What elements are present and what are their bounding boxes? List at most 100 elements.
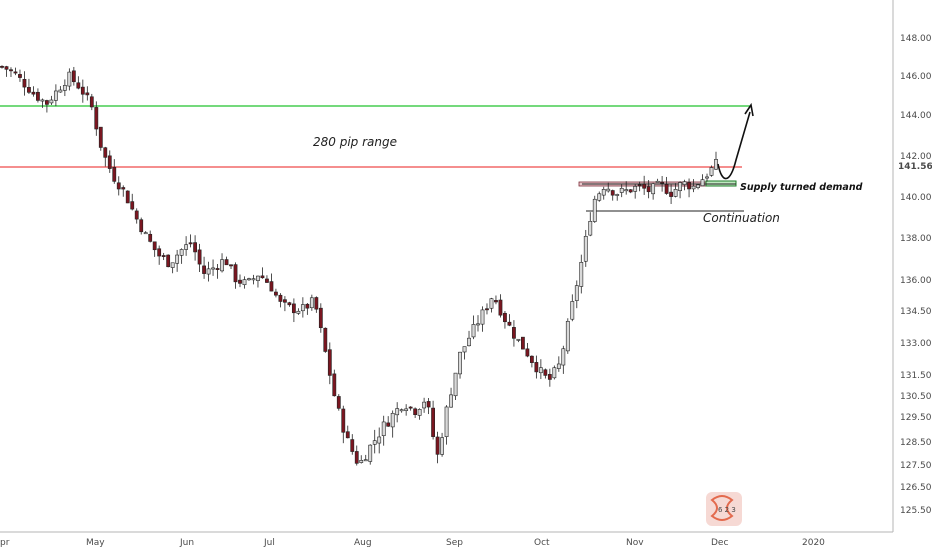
range-label: 280 pip range xyxy=(313,135,397,149)
candle-body xyxy=(408,406,413,409)
forecast-arrow xyxy=(717,111,751,180)
y-tick: 133.000 xyxy=(900,339,932,349)
y-tick: 125.500 xyxy=(900,506,932,516)
candle-body xyxy=(202,265,206,274)
candle-body xyxy=(597,193,602,201)
candle-body xyxy=(444,406,449,437)
candle-body xyxy=(62,85,67,91)
candle-body xyxy=(489,298,494,309)
candle-body xyxy=(485,308,489,311)
candle-body xyxy=(453,372,458,397)
y-tick: 138.000 xyxy=(900,234,932,244)
candle-body xyxy=(633,186,638,192)
candle-body xyxy=(58,89,63,93)
candle-body xyxy=(709,167,714,176)
candle-body xyxy=(588,221,593,236)
x-tick: 2020 xyxy=(802,538,825,548)
candle-body xyxy=(211,267,215,270)
candle-body xyxy=(417,408,422,416)
candle-body xyxy=(700,179,705,187)
candle-body xyxy=(305,303,310,309)
candle-body xyxy=(36,91,40,101)
candle-body xyxy=(184,244,189,250)
candle-body xyxy=(300,304,305,312)
x-tick: May xyxy=(86,538,105,548)
candle-body xyxy=(682,181,687,185)
candle-body xyxy=(233,264,238,283)
candle-body xyxy=(318,307,323,329)
candle-body xyxy=(170,262,175,268)
candle-body xyxy=(130,201,135,210)
candle-body xyxy=(45,100,49,105)
candle-body xyxy=(336,396,341,409)
candle-body xyxy=(386,422,391,427)
candle-body xyxy=(381,421,386,437)
continuation-label: Continuation xyxy=(703,211,780,225)
candle-body xyxy=(462,346,467,353)
candle-body xyxy=(309,297,314,309)
candle-body xyxy=(314,297,319,310)
candle-body xyxy=(260,275,265,279)
x-tick: pr xyxy=(0,538,10,548)
candle-body xyxy=(49,99,54,104)
time-axis: pr May Jun Jul Aug Sep Oct Nov Dec 2020 xyxy=(0,538,825,548)
y-tick: 144.000 xyxy=(900,111,932,121)
candle-body xyxy=(139,219,144,233)
x-tick: Aug xyxy=(354,538,372,548)
candle-body xyxy=(646,186,651,193)
watermark-logo: 6 2 3 xyxy=(706,492,742,526)
candle-body xyxy=(76,82,81,89)
candle-body xyxy=(166,254,171,268)
candle-body xyxy=(323,327,328,352)
candle-body xyxy=(669,191,673,197)
candle-body xyxy=(345,431,350,439)
candle-body xyxy=(287,302,292,306)
candle-body xyxy=(143,232,148,235)
candle-body xyxy=(431,407,435,437)
supply-turned-demand-label: Supply turned demand xyxy=(740,182,863,193)
candle-body xyxy=(251,278,256,281)
candle-body xyxy=(705,176,709,179)
candle-body xyxy=(341,408,346,433)
x-tick: Jun xyxy=(179,538,194,548)
candle-body xyxy=(0,65,4,68)
y-tick: 129.500 xyxy=(900,413,932,423)
candle-body xyxy=(660,181,665,184)
candle-body xyxy=(40,99,45,102)
candle-body xyxy=(440,437,444,455)
candle-body xyxy=(13,71,18,74)
candle-body xyxy=(615,194,620,196)
candle-body xyxy=(188,242,193,245)
candle-body xyxy=(606,188,611,192)
candle-body xyxy=(664,184,669,194)
candle-body xyxy=(565,320,570,352)
candle-body xyxy=(570,301,575,320)
candle-body xyxy=(359,460,364,463)
candle-body xyxy=(98,126,103,148)
candle-body xyxy=(269,281,274,292)
candle-body xyxy=(525,348,530,357)
candle-body xyxy=(480,309,485,325)
candle-body xyxy=(89,96,94,108)
candle-body xyxy=(471,324,476,338)
candles-group xyxy=(0,65,718,466)
candle-body xyxy=(327,349,332,376)
y-tick: 146.000 xyxy=(900,72,932,82)
x-tick: Dec xyxy=(711,538,728,548)
candle-body xyxy=(94,107,99,130)
candle-body xyxy=(31,91,36,95)
candle-body xyxy=(458,351,462,375)
candle-body xyxy=(368,444,373,462)
candle-body xyxy=(134,210,139,220)
candle-body xyxy=(637,184,642,187)
candle-body xyxy=(642,183,647,189)
candle-body xyxy=(696,184,700,188)
candle-body xyxy=(22,79,27,88)
candle-body xyxy=(278,294,283,302)
candle-body xyxy=(67,71,72,87)
candle-body xyxy=(521,336,525,350)
svg-text:6 2 3: 6 2 3 xyxy=(718,506,736,514)
candle-body xyxy=(220,259,224,272)
candle-body xyxy=(125,190,130,204)
